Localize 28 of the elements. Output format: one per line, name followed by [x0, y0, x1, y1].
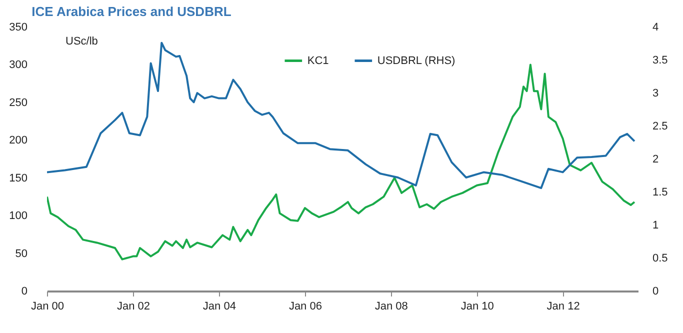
legend-label: USDBRL (RHS) [377, 54, 456, 67]
y-tick-label: 0 [21, 286, 28, 298]
y-tick-label: 150 [9, 172, 28, 184]
legend-label: KC1 [307, 54, 329, 67]
x-tick-label: Jan 04 [202, 300, 236, 312]
chart-title: ICE Arabica Prices and USDBRL [32, 4, 232, 19]
y2-tick-label: 3.5 [652, 54, 668, 66]
x-tick-label: Jan 08 [374, 300, 408, 312]
y-tick-label: 300 [9, 59, 28, 72]
x-tick-label: Jan 06 [288, 300, 322, 312]
y2-tick-label: 2.5 [652, 120, 668, 132]
y-tick-label: 250 [9, 96, 28, 109]
y-tick-label: 50 [15, 248, 28, 260]
y2-tick-label: 2 [652, 154, 659, 166]
y-axis-title: USc/lb [66, 36, 98, 48]
y-tick-label: 200 [9, 134, 28, 147]
y2-tick-label: 1 [652, 220, 659, 232]
x-tick-label: Jan 10 [460, 300, 494, 312]
y2-tick-label: 4 [652, 22, 659, 34]
y-tick-label: 350 [9, 22, 28, 34]
x-tick-label: Jan 00 [30, 300, 64, 312]
x-tick-label: Jan 02 [117, 300, 150, 312]
x-tick-label: Jan 12 [546, 300, 580, 312]
y2-tick-label: 3 [652, 88, 659, 100]
y2-tick-label: 0.5 [652, 252, 668, 264]
y-tick-label: 100 [9, 210, 28, 222]
y2-tick-label: 1.5 [652, 186, 668, 198]
y2-tick-label: 0 [652, 286, 659, 298]
